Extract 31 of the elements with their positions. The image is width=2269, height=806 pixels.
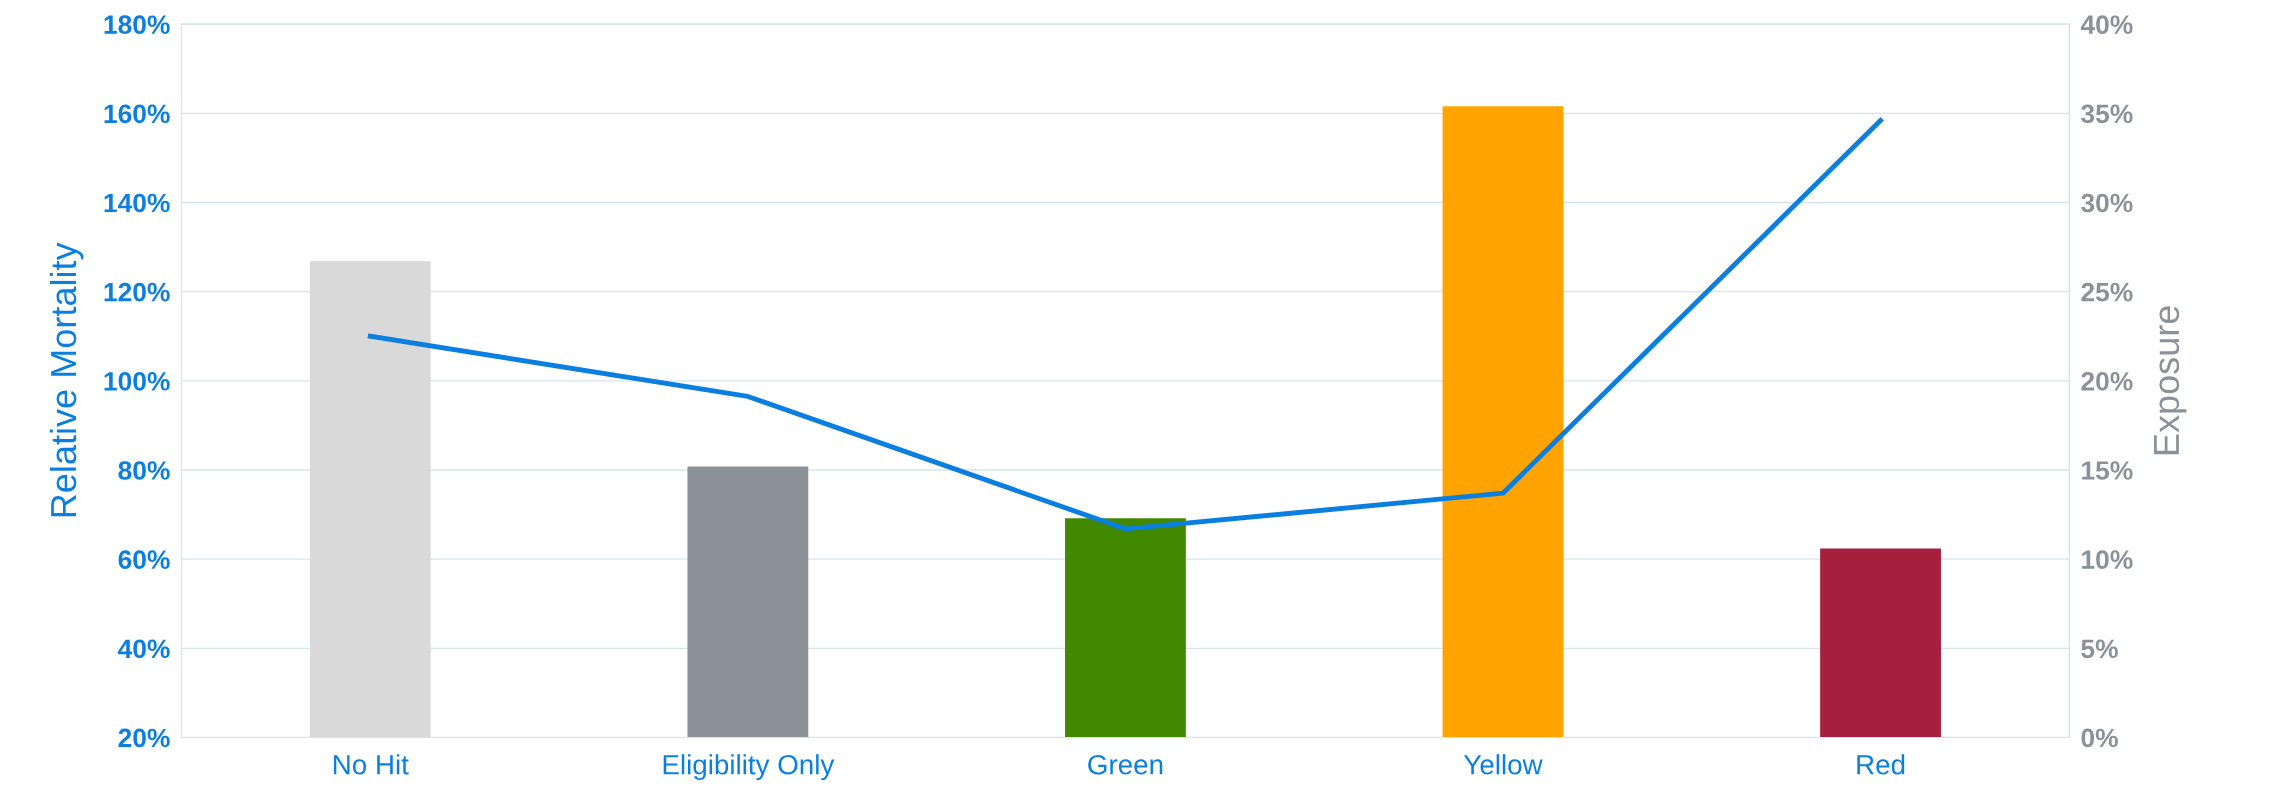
- y2-tick-label: 15%: [2082, 461, 2133, 480]
- bar: [1065, 518, 1186, 738]
- x-tick-label: Green: [1088, 754, 1163, 775]
- x-tick-label: Yellow: [1463, 754, 1543, 775]
- y2-tick-label: 5%: [2081, 639, 2118, 659]
- y-tick-label: 60%: [118, 550, 170, 569]
- y2-tick-label: 10%: [2082, 550, 2133, 569]
- bar: [1442, 106, 1564, 738]
- x-tick-label: Eligibility Only: [663, 754, 835, 781]
- y-tick-label: 100%: [104, 371, 170, 391]
- y2-tick-label: 35%: [2081, 104, 2133, 124]
- y-axis-title: Relative Mortality: [49, 242, 84, 517]
- y2-axis-title: Exposure: [2154, 306, 2187, 455]
- y-tick-label: 140%: [104, 193, 170, 213]
- y-tick-label: 180%: [104, 15, 170, 34]
- y2-tick-label: 0%: [2081, 728, 2118, 748]
- bar: [309, 261, 431, 738]
- y-tick-label: 80%: [118, 461, 170, 480]
- y2-tick-label: 25%: [2081, 282, 2133, 302]
- x-tick-label: Red: [1857, 754, 1905, 775]
- y2-tick-label: 30%: [2081, 193, 2133, 213]
- y-tick-label: 160%: [104, 104, 170, 124]
- y2-tick-label: 40%: [2080, 15, 2133, 34]
- y2-tick-label: 20%: [2081, 371, 2133, 391]
- y-tick-label: 20%: [118, 728, 170, 748]
- y-tick-label: 120%: [104, 282, 170, 302]
- bar: [1820, 548, 1941, 738]
- x-tick-label: No Hit: [333, 754, 409, 775]
- bar: [687, 466, 809, 738]
- line-series: [367, 118, 1883, 532]
- y-tick-label: 40%: [117, 639, 170, 659]
